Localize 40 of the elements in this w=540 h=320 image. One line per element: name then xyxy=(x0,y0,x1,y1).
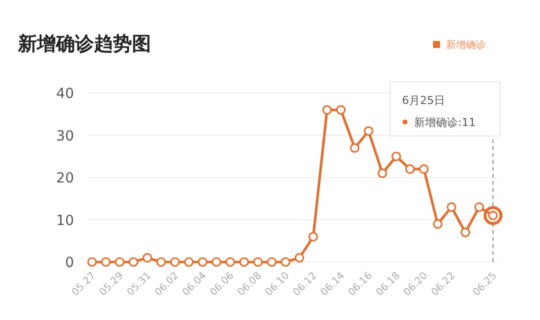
point xyxy=(405,164,415,174)
y-tick-label: 20 xyxy=(56,170,74,186)
point xyxy=(239,257,249,267)
y-tick-label: 40 xyxy=(56,86,74,102)
tooltip: 6月25日 新增确诊:11 xyxy=(390,82,500,136)
point xyxy=(142,252,152,263)
y-tick-label: 10 xyxy=(56,212,74,229)
point xyxy=(198,257,208,267)
point xyxy=(391,152,402,162)
point xyxy=(128,257,138,267)
point xyxy=(101,257,111,267)
point xyxy=(350,143,360,153)
point xyxy=(253,257,263,267)
point xyxy=(378,168,388,178)
point xyxy=(336,105,346,115)
y-tick-label: 30 xyxy=(56,128,74,144)
point xyxy=(460,228,470,238)
point xyxy=(212,257,222,267)
point xyxy=(266,257,277,267)
point xyxy=(225,257,236,267)
y-tick-label: 0 xyxy=(65,255,74,271)
point xyxy=(432,219,442,229)
legend: 新增确诊 xyxy=(433,40,486,51)
point xyxy=(156,257,166,267)
point xyxy=(184,257,194,267)
point xyxy=(170,257,180,267)
annotation: 6月25日 xyxy=(402,94,445,107)
point xyxy=(474,202,484,212)
chart-title: 新增确诊趋势图 xyxy=(17,33,151,55)
point xyxy=(419,164,429,174)
point xyxy=(87,257,97,267)
point xyxy=(364,126,374,136)
annotation: 新增确诊:11 xyxy=(414,116,476,129)
point xyxy=(322,105,332,115)
point xyxy=(280,257,290,267)
legend-label: 新增确诊 xyxy=(446,39,486,51)
point xyxy=(114,257,124,267)
point xyxy=(294,252,304,263)
point xyxy=(308,232,318,242)
point xyxy=(446,202,456,212)
